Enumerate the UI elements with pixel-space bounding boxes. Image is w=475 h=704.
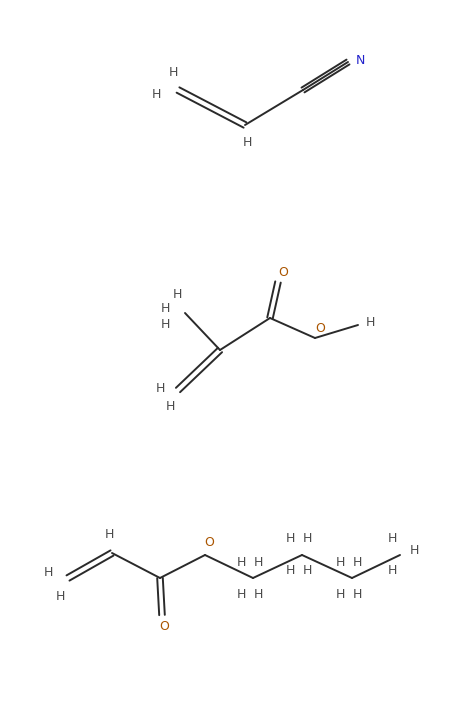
Text: H: H <box>302 565 312 577</box>
Text: H: H <box>104 529 114 541</box>
Text: H: H <box>387 565 397 577</box>
Text: H: H <box>160 318 170 332</box>
Text: H: H <box>43 567 53 579</box>
Text: O: O <box>315 322 325 334</box>
Text: H: H <box>160 301 170 315</box>
Text: H: H <box>242 137 252 149</box>
Text: H: H <box>253 555 263 569</box>
Text: H: H <box>409 543 418 556</box>
Text: H: H <box>302 532 312 546</box>
Text: H: H <box>165 401 175 413</box>
Text: H: H <box>387 532 397 546</box>
Text: H: H <box>237 588 246 601</box>
Text: H: H <box>237 555 246 569</box>
Text: H: H <box>352 555 361 569</box>
Text: O: O <box>278 265 288 279</box>
Text: O: O <box>159 620 169 634</box>
Text: H: H <box>253 588 263 601</box>
Text: H: H <box>352 588 361 601</box>
Text: H: H <box>335 555 345 569</box>
Text: H: H <box>365 317 375 329</box>
Text: H: H <box>285 532 294 546</box>
Text: H: H <box>55 589 65 603</box>
Text: H: H <box>155 382 165 394</box>
Text: H: H <box>335 588 345 601</box>
Text: H: H <box>152 89 161 101</box>
Text: H: H <box>168 65 178 79</box>
Text: O: O <box>204 536 214 550</box>
Text: H: H <box>172 289 181 301</box>
Text: N: N <box>355 54 365 66</box>
Text: H: H <box>285 565 294 577</box>
